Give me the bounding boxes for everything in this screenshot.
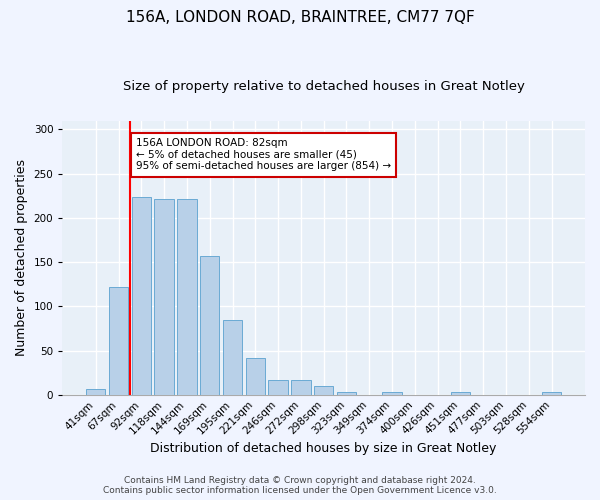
Bar bbox=[451, 392, 470, 394]
Bar bbox=[154, 200, 174, 394]
Title: Size of property relative to detached houses in Great Notley: Size of property relative to detached ho… bbox=[123, 80, 524, 93]
Bar bbox=[200, 256, 220, 394]
Text: 156A LONDON ROAD: 82sqm
← 5% of detached houses are smaller (45)
95% of semi-det: 156A LONDON ROAD: 82sqm ← 5% of detached… bbox=[136, 138, 391, 172]
Bar bbox=[86, 388, 106, 394]
X-axis label: Distribution of detached houses by size in Great Notley: Distribution of detached houses by size … bbox=[151, 442, 497, 455]
Y-axis label: Number of detached properties: Number of detached properties bbox=[15, 159, 28, 356]
Text: 156A, LONDON ROAD, BRAINTREE, CM77 7QF: 156A, LONDON ROAD, BRAINTREE, CM77 7QF bbox=[125, 10, 475, 25]
Text: Contains HM Land Registry data © Crown copyright and database right 2024.
Contai: Contains HM Land Registry data © Crown c… bbox=[103, 476, 497, 495]
Bar bbox=[542, 392, 561, 394]
Bar bbox=[314, 386, 334, 394]
Bar bbox=[291, 380, 311, 394]
Bar bbox=[109, 287, 128, 395]
Bar bbox=[131, 196, 151, 394]
Bar bbox=[382, 392, 402, 394]
Bar bbox=[177, 200, 197, 394]
Bar bbox=[337, 392, 356, 394]
Bar bbox=[245, 358, 265, 395]
Bar bbox=[223, 320, 242, 394]
Bar bbox=[268, 380, 288, 394]
